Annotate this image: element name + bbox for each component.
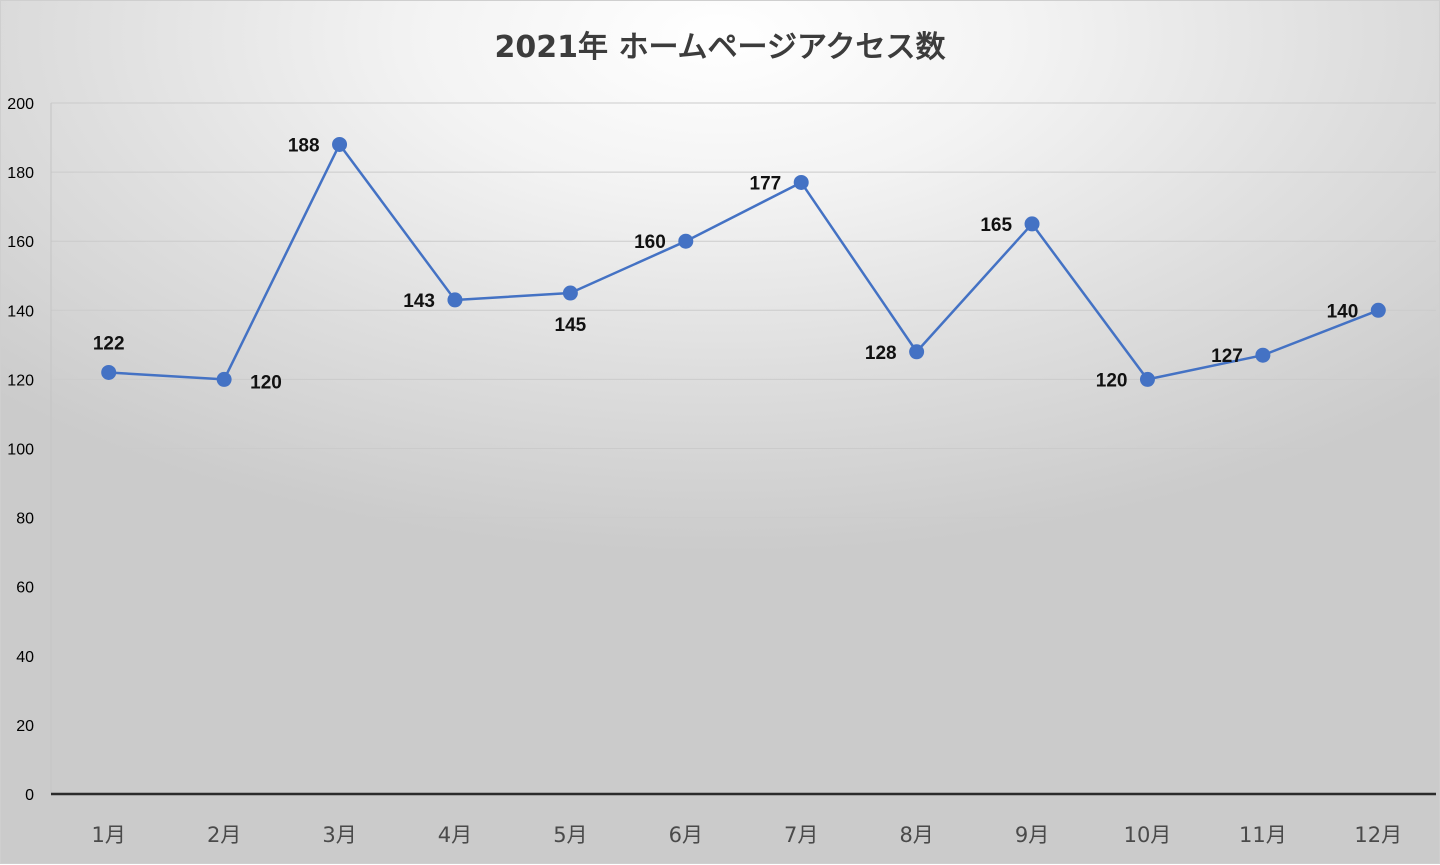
- y-tick-label: 40: [16, 649, 34, 666]
- data-label: 127: [1211, 346, 1243, 367]
- data-label: 120: [1096, 370, 1128, 391]
- data-point: [101, 364, 117, 380]
- data-label: 177: [750, 173, 782, 194]
- x-tick-label: 2月: [207, 823, 241, 847]
- data-point: [1370, 302, 1386, 318]
- x-tick-label: 10月: [1124, 823, 1172, 847]
- x-tick-label: 3月: [322, 823, 356, 847]
- x-tick-label: 6月: [669, 823, 703, 847]
- y-tick-label: 200: [7, 96, 34, 113]
- y-tick-label: 140: [7, 303, 34, 320]
- x-tick-label: 1月: [92, 823, 126, 847]
- data-label: 143: [403, 291, 435, 312]
- series-path: [108, 143, 1379, 381]
- gridlines: [51, 102, 1436, 726]
- x-tick-label: 7月: [784, 823, 818, 847]
- data-label: 140: [1327, 301, 1359, 322]
- data-label: 120: [250, 372, 282, 393]
- data-label: 128: [865, 343, 897, 364]
- y-tick-label: 180: [7, 165, 34, 182]
- data-point: [1139, 371, 1155, 387]
- data-point: [1024, 216, 1040, 232]
- y-tick-label: 80: [16, 511, 34, 528]
- y-tick-label: 20: [16, 718, 34, 735]
- data-point: [562, 285, 578, 301]
- data-point: [332, 136, 348, 152]
- data-label: 122: [93, 333, 125, 354]
- x-tick-label: 4月: [438, 823, 472, 847]
- data-label: 145: [555, 315, 587, 336]
- data-label: 188: [288, 135, 320, 156]
- x-axis-ticks: 1月 2月 3月 4月 5月 6月 7月 8月 9月 10月 11月 12月: [92, 823, 1403, 847]
- data-label: 165: [980, 215, 1012, 236]
- data-point: [793, 174, 809, 190]
- data-point: [447, 292, 463, 308]
- y-tick-label: 60: [16, 580, 34, 597]
- axes: [50, 103, 1436, 796]
- x-tick-label: 11月: [1239, 823, 1287, 847]
- x-tick-label: 5月: [553, 823, 587, 847]
- data-point: [1255, 347, 1271, 363]
- y-axis-ticks: 0 20 40 60 80 100 120 140 160 180 200: [7, 96, 34, 804]
- y-tick-label: 120: [7, 372, 34, 389]
- y-tick-label: 0: [25, 787, 34, 804]
- data-point: [216, 371, 232, 387]
- y-tick-label: 160: [7, 234, 34, 251]
- x-tick-label: 9月: [1015, 823, 1049, 847]
- data-point: [909, 344, 925, 360]
- chart-title: 2021年 ホームページアクセス数: [495, 30, 947, 65]
- series-line: [108, 143, 1379, 381]
- y-tick-label: 100: [7, 442, 34, 459]
- data-point: [678, 233, 694, 249]
- x-tick-label: 8月: [899, 823, 933, 847]
- data-label: 160: [634, 232, 666, 253]
- data-labels: 122 120 188 143 145 160 177 128 165 120 127 140: [93, 135, 1358, 393]
- x-tick-label: 12月: [1354, 823, 1402, 847]
- data-points: [101, 136, 1386, 387]
